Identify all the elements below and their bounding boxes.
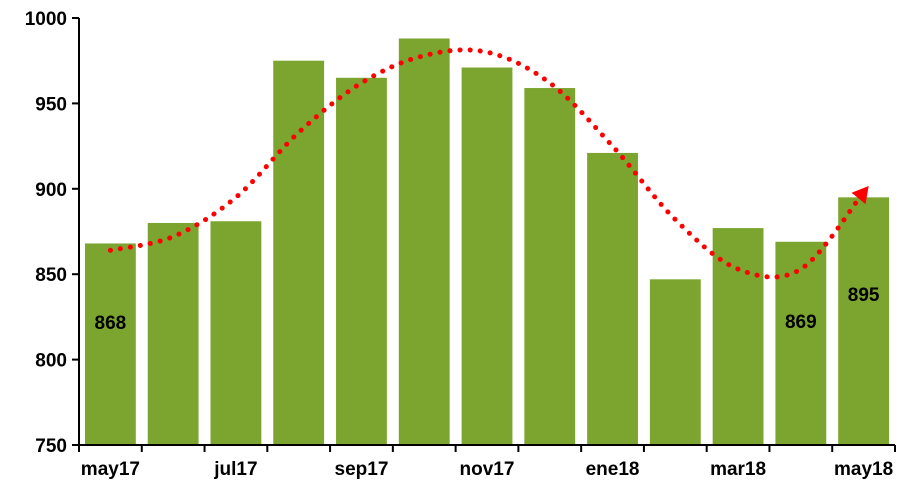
bar-nov17 bbox=[461, 67, 513, 445]
axes bbox=[78, 18, 895, 446]
bar-ago17 bbox=[273, 60, 325, 445]
data-label-may17: 868 bbox=[95, 313, 127, 334]
y-tick-label: 950 bbox=[35, 94, 67, 115]
trend-line bbox=[107, 47, 867, 280]
bar-series bbox=[84, 38, 890, 445]
trend-line-series bbox=[107, 47, 869, 280]
bar-jun17 bbox=[147, 222, 199, 445]
y-tick-label: 750 bbox=[35, 436, 67, 457]
bar-feb18 bbox=[649, 279, 701, 445]
y-axis-ticks: 750 800 850 900 950 1000 bbox=[25, 9, 79, 457]
x-tick-label: nov17 bbox=[460, 459, 515, 480]
x-tick-label: may17 bbox=[81, 459, 140, 480]
data-label-abr18: 869 bbox=[785, 312, 817, 333]
bar-sep17 bbox=[336, 77, 387, 445]
bar-may17 bbox=[84, 243, 136, 445]
x-tick-label: may18 bbox=[834, 459, 893, 480]
y-tick-label: 850 bbox=[35, 265, 67, 286]
y-tick-label: 900 bbox=[35, 180, 67, 201]
x-tick-label: sep17 bbox=[335, 459, 389, 480]
bar-dic17 bbox=[524, 88, 576, 445]
bar-abr18 bbox=[775, 241, 827, 445]
x-tick-label: jul17 bbox=[213, 459, 257, 480]
bar-oct17 bbox=[398, 38, 450, 445]
bar-ene18 bbox=[587, 152, 638, 445]
x-tick-label: mar18 bbox=[710, 459, 766, 480]
bar-mar18 bbox=[712, 228, 764, 445]
data-label-may18: 895 bbox=[848, 285, 880, 306]
trend-arrow-head bbox=[851, 186, 869, 205]
y-tick-label: 800 bbox=[35, 351, 67, 372]
y-tick-label: 1000 bbox=[25, 9, 67, 30]
bar-jul17 bbox=[210, 221, 262, 445]
data-labels: 868 869 895 bbox=[95, 285, 880, 334]
bar-may18 bbox=[838, 197, 890, 445]
x-tick-label: ene18 bbox=[586, 459, 640, 480]
x-axis-ticks: may17 jul17 sep17 nov17 ene18 mar18 may18 bbox=[78, 445, 896, 480]
